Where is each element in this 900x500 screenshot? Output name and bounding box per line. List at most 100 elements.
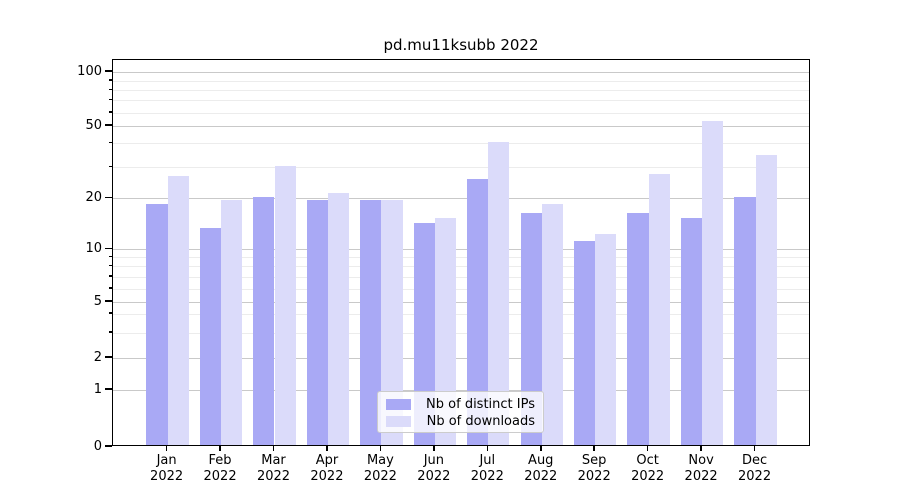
gridline-30 (113, 167, 809, 168)
y-tick-mark (105, 247, 112, 250)
legend-label-distinct-ips: Nb of distinct IPs (426, 397, 535, 412)
y-minor-tick-mark (108, 331, 112, 333)
x-tick-label-aug: Aug 2022 (524, 453, 558, 484)
x-tick-mark (593, 446, 595, 451)
y-tick-label-1: 1 (93, 381, 102, 397)
x-tick-label-jan: Jan 2022 (150, 453, 184, 484)
bar-downloads-nov (702, 121, 724, 445)
x-tick-mark (700, 446, 702, 451)
y-minor-tick-mark (108, 255, 112, 258)
gridline-9 (113, 257, 809, 258)
y-minor-tick-mark (108, 275, 112, 277)
gridline-80 (113, 90, 809, 91)
gridline-20 (113, 198, 809, 199)
bar-downloads-aug (541, 204, 563, 445)
bar-downloads-may (381, 200, 403, 445)
y-minor-tick-mark (108, 141, 112, 144)
bar-distinct-ips-mar (253, 196, 275, 445)
x-tick-label-jul: Jul 2022 (470, 453, 504, 484)
y-tick-label-0: 0 (93, 438, 102, 454)
y-minor-tick-mark (108, 312, 112, 314)
x-tick-mark (326, 446, 328, 451)
gridline-2 (113, 357, 809, 359)
gridline-60 (113, 112, 809, 114)
bar-downloads-jan (167, 176, 189, 445)
x-tick-mark (539, 446, 542, 451)
bar-distinct-ips-aug (520, 212, 542, 445)
x-tick-label-jun: Jun 2022 (417, 453, 451, 484)
gridline-10 (113, 249, 809, 250)
legend: Nb of distinct IPs Nb of downloads (377, 391, 544, 433)
y-tick-mark (105, 300, 112, 302)
legend-item-distinct-ips: Nb of distinct IPs (386, 396, 535, 413)
gridline-8 (113, 266, 809, 267)
bar-distinct-ips-may (360, 200, 382, 445)
x-tick-label-sep: Sep 2022 (577, 453, 611, 484)
legend-swatch-downloads (386, 416, 411, 427)
gridline-70 (113, 100, 809, 101)
gridline-6 (113, 288, 809, 290)
x-tick-mark (272, 446, 275, 451)
gridline-50 (113, 125, 809, 127)
x-tick-mark (646, 446, 649, 451)
x-tick-label-dec: Dec 2022 (738, 453, 772, 484)
y-minor-tick-mark (108, 98, 112, 101)
bar-distinct-ips-jul (467, 179, 489, 445)
bar-downloads-oct (648, 173, 670, 445)
bar-distinct-ips-apr (306, 200, 328, 445)
x-tick-mark (753, 446, 756, 451)
gridline-100 (113, 71, 809, 73)
x-tick-label-may: May 2022 (363, 453, 397, 484)
y-tick-label-100: 100 (77, 63, 102, 79)
bar-distinct-ips-oct (627, 212, 649, 445)
y-tick-label-10: 10 (85, 241, 102, 256)
y-tick-label-20: 20 (85, 190, 102, 205)
bar-distinct-ips-feb (199, 228, 222, 445)
bar-downloads-dec (755, 155, 777, 445)
x-tick-mark (433, 446, 435, 451)
y-tick-mark (105, 388, 112, 390)
gridline-40 (113, 143, 809, 144)
legend-swatch-distinct-ips (386, 399, 411, 410)
gridline-4 (113, 313, 809, 315)
x-tick-label-oct: Oct 2022 (631, 453, 665, 484)
y-tick-label-50: 50 (85, 117, 102, 133)
bar-downloads-apr (327, 192, 350, 445)
legend-item-downloads: Nb of downloads (386, 413, 535, 430)
gridline-90 (113, 80, 809, 82)
y-tick-mark (105, 70, 112, 72)
legend-label-downloads: Nb of downloads (426, 414, 535, 429)
plot-area (112, 59, 810, 446)
y-tick-label-5: 5 (93, 293, 102, 309)
y-tick-mark (105, 124, 112, 126)
gridline-3 (113, 332, 809, 334)
bar-distinct-ips-jun (413, 222, 435, 445)
y-minor-tick-mark (108, 165, 112, 168)
x-tick-mark (379, 446, 382, 451)
bar-distinct-ips-dec (734, 196, 756, 445)
bar-downloads-jun (434, 217, 457, 445)
x-tick-label-feb: Feb 2022 (203, 453, 237, 484)
y-tick-mark (105, 196, 112, 199)
chart-title: pd.mu11ksubb 2022 (383, 36, 539, 54)
x-tick-label-mar: Mar 2022 (256, 453, 291, 484)
gridline-1 (113, 389, 809, 391)
x-tick-label-apr: Apr 2022 (310, 453, 344, 484)
y-tick-mark (105, 356, 112, 358)
y-minor-tick-mark (108, 111, 112, 113)
bar-distinct-ips-jan (146, 204, 168, 445)
bar-distinct-ips-sep (574, 240, 596, 445)
y-minor-tick-mark (108, 79, 112, 81)
bar-downloads-feb (221, 200, 243, 445)
y-tick-label-2: 2 (93, 349, 102, 365)
bar-distinct-ips-nov (680, 217, 703, 445)
x-tick-mark (165, 446, 168, 451)
y-minor-tick-mark (108, 88, 112, 91)
y-tick-mark (105, 445, 112, 447)
y-minor-tick-mark (108, 287, 112, 289)
x-tick-mark (219, 446, 221, 451)
bar-downloads-sep (595, 234, 617, 445)
x-tick-label-nov: Nov 2022 (684, 453, 718, 484)
y-minor-tick-mark (108, 264, 112, 267)
